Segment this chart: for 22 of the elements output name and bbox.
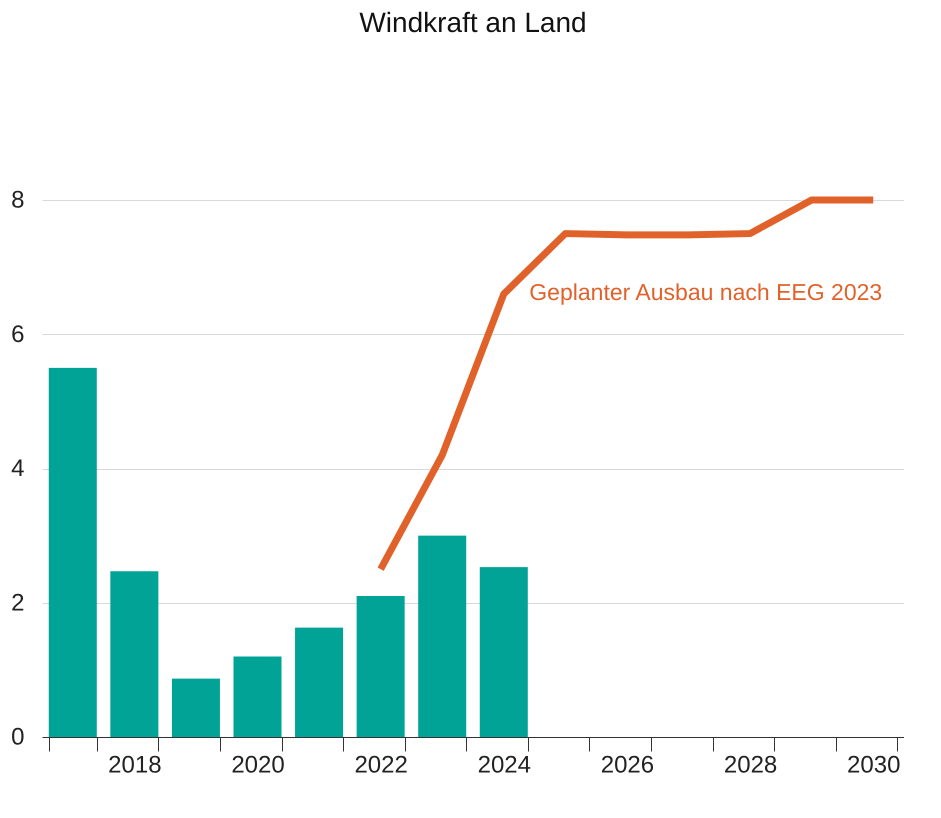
y-tick-label: 0 <box>11 724 24 750</box>
y-tick-label: 8 <box>11 186 24 214</box>
y-tick-label: 2 <box>11 589 24 616</box>
bar <box>48 368 97 737</box>
bar <box>172 678 220 737</box>
bar <box>356 596 405 737</box>
bar <box>233 656 282 737</box>
chart-title: Windkraft an Land <box>359 7 587 38</box>
bar <box>418 536 466 737</box>
x-tick-label: 2028 <box>724 752 778 778</box>
x-tick-label: 2022 <box>354 752 408 778</box>
bar <box>480 567 528 737</box>
y-tick-label: 6 <box>11 320 24 348</box>
x-tick-label: 2030 <box>847 752 900 778</box>
series-label: Geplanter Ausbau nach EEG 2023 <box>529 279 882 305</box>
y-tick-label: 4 <box>11 455 24 482</box>
bar <box>110 571 158 737</box>
x-tick-label: 2024 <box>478 752 531 778</box>
x-tick-label: 2026 <box>600 752 654 778</box>
x-tick-label: 2020 <box>231 752 285 778</box>
bar <box>295 628 344 737</box>
x-tick-label: 2018 <box>108 752 162 778</box>
